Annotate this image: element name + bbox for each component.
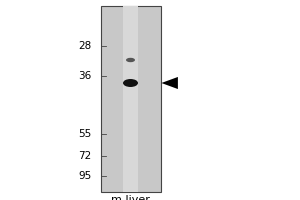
Ellipse shape <box>123 79 138 87</box>
Polygon shape <box>161 77 178 89</box>
Bar <box>100 6 160 192</box>
Text: 36: 36 <box>78 71 92 81</box>
Text: 28: 28 <box>78 41 92 51</box>
Bar <box>123 6 138 192</box>
Text: 95: 95 <box>78 171 92 181</box>
Text: 72: 72 <box>78 151 92 161</box>
Text: 55: 55 <box>78 129 92 139</box>
Ellipse shape <box>126 58 135 62</box>
Text: m.liver: m.liver <box>111 195 150 200</box>
